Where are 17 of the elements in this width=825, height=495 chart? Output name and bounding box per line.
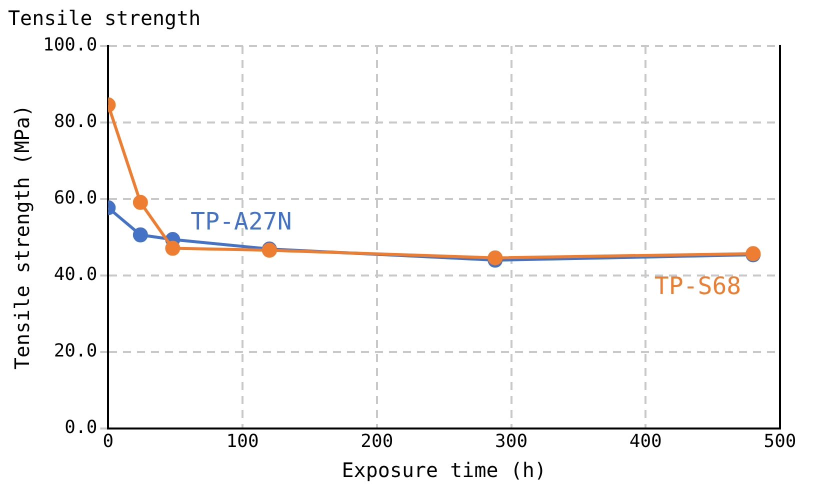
y-tick-label: 40.0 (54, 264, 98, 286)
y-tick-label: 100.0 (42, 34, 98, 56)
chart-title: Tensile strength (8, 6, 201, 30)
series-label: TP-A27N (190, 208, 292, 236)
series-label: TP-S68 (654, 272, 742, 300)
x-tick-label: 500 (764, 430, 796, 452)
y-tick-label: 60.0 (54, 188, 98, 209)
x-tick-label: 200 (360, 430, 394, 452)
y-tick-label: 0.0 (64, 417, 98, 438)
y-axis-title: Tensile strength (MPa) (10, 104, 34, 370)
x-tick-label: 100 (226, 430, 259, 452)
y-tick-label: 80.0 (54, 111, 98, 132)
y-tick-label: 20.0 (54, 340, 98, 362)
x-tick-label: 400 (629, 430, 662, 452)
x-tick-label: 0 (102, 430, 114, 452)
x-tick-label: 300 (495, 430, 528, 452)
x-axis-title: Exposure time (h) (342, 458, 546, 482)
